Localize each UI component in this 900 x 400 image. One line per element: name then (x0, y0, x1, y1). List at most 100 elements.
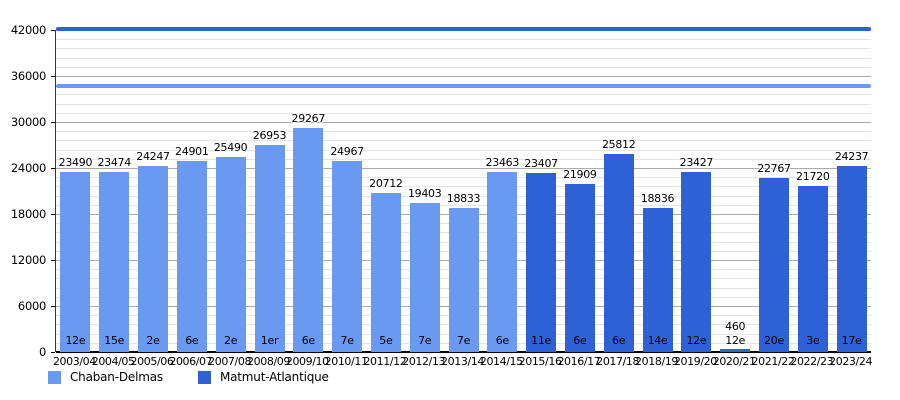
bar-rank-label: 12e (686, 334, 707, 347)
minor-gridline (56, 112, 871, 114)
y-axis-label: 12000 (10, 252, 46, 267)
x-axis-label: 2009/10 (285, 355, 329, 368)
x-axis-label: 2022/23 (790, 355, 834, 368)
legend: Chaban-Delmas Matmut-Atlantique (0, 370, 900, 386)
bar-value-label: 26953 (252, 129, 287, 143)
minor-gridline (56, 48, 871, 50)
bar-rank-label: 14e (647, 334, 668, 347)
bar-2011-12 (370, 193, 401, 352)
bar-value-label: 23490 (58, 155, 93, 169)
y-axis-label: 18000 (10, 206, 46, 221)
minor-gridline (56, 66, 871, 68)
minor-gridline (56, 57, 871, 59)
plot-area: 23490 12e 23474 15e 24247 2e 24901 6e 25490 2e 269… (55, 27, 871, 353)
major-gridline (56, 168, 871, 169)
bar-value-label: 24901 (175, 145, 209, 159)
bar-value-label: 21909 (563, 168, 597, 181)
y-axis-tick (51, 260, 55, 261)
x-axis-label: 2013/14 (441, 355, 484, 368)
bar-rank-label: 6e (495, 334, 509, 347)
y-axis-tick (51, 214, 55, 215)
y-axis-label: 36000 (10, 68, 46, 83)
bar-rank-label: 5e (379, 334, 393, 347)
bar-2016-17 (564, 184, 595, 352)
x-axis-label: 2005/06 (130, 355, 174, 368)
bar-rank-label: 1er (260, 334, 279, 347)
y-axis-tick (51, 168, 55, 169)
bar-2014-15 (487, 172, 518, 352)
legend-swatch (48, 370, 61, 384)
bar-rank-label: 6e (612, 334, 626, 347)
bar-2015-16 (526, 172, 557, 352)
matmut-atlantique-capacity-line (56, 27, 871, 32)
bar-rank-label: 7e (418, 334, 432, 347)
bar-value-label: 29267 (291, 111, 326, 125)
bar-2018-19 (642, 207, 673, 352)
legend-item-chaban-delmas: Chaban-Delmas (48, 370, 163, 384)
bar-rank-label: 7e (456, 334, 471, 347)
bar-rank-label: 2e (224, 334, 238, 347)
minor-gridline (56, 39, 871, 41)
legend-swatch (198, 370, 211, 384)
bar-2008-09 (254, 145, 285, 352)
x-axis-label: 2016/17 (557, 355, 601, 368)
x-axis-label: 2023/24 (829, 355, 873, 368)
bar-value-label: 19403 (407, 187, 442, 201)
y-axis-label: 30000 (10, 114, 46, 129)
bar-2023-24 (836, 166, 867, 352)
minor-gridline (56, 131, 871, 133)
bar-rank-label: 3e (806, 334, 820, 347)
y-axis-label: 42000 (10, 22, 46, 37)
x-axis-label: 2011/12 (363, 355, 407, 368)
x-axis-label: 2014/15 (479, 355, 523, 368)
x-axis-label: 2019/20 (673, 355, 717, 368)
bar-2013-14 (448, 207, 479, 352)
major-gridline (56, 76, 871, 77)
bar-2017-18 (603, 154, 634, 352)
minor-gridline (56, 186, 871, 188)
bar-2003-04 (60, 171, 91, 352)
y-axis-tick (51, 76, 55, 77)
y-axis-tick (51, 352, 55, 353)
bar-value-label: 18833 (446, 191, 481, 205)
bar-value-label: 24247 (136, 150, 170, 164)
bar-rank-label: 11e (531, 334, 552, 347)
bar-2021-22 (759, 177, 789, 352)
bar-rank-label: 15e (104, 334, 125, 347)
x-axis-label: 2004/05 (91, 355, 135, 368)
y-axis-label: 0 (38, 344, 46, 359)
bar-rank-label: 20e (764, 334, 784, 347)
minor-gridline (56, 103, 871, 105)
major-gridline (56, 122, 871, 123)
bar-rank-label: 6e (185, 334, 199, 347)
bar-value-label: 21720 (796, 169, 830, 183)
bar-2005-06 (138, 166, 168, 352)
minor-gridline (56, 158, 871, 160)
legend-label: Chaban-Delmas (70, 370, 163, 384)
bar-2009-10 (293, 127, 324, 352)
legend-item-matmut-atlantique: Matmut-Atlantique (198, 370, 329, 384)
minor-gridline (56, 94, 871, 96)
bar-2022-23 (797, 185, 828, 352)
bar-2019-20 (681, 172, 712, 352)
bar-2004-05 (99, 172, 130, 352)
minor-gridline (56, 149, 871, 151)
chaban-delmas-capacity-line (56, 84, 871, 88)
bar-rank-label: 6e (301, 334, 315, 347)
bar-value-label: 25812 (601, 138, 636, 152)
bar-rank-label: 2e (146, 334, 160, 347)
y-axis-tick (51, 122, 55, 123)
x-axis-label: 2007/08 (208, 355, 252, 368)
bar-value-label: 23474 (97, 156, 131, 169)
bar-2010-11 (332, 160, 363, 352)
bar-rank-label: 12e (65, 334, 86, 347)
x-axis-label: 2015/16 (518, 355, 562, 368)
bar-value-label: 20712 (369, 177, 403, 191)
bar-value-label: 460 (725, 320, 746, 333)
x-axis-label: 2006/07 (169, 355, 213, 368)
bar-value-label: 25490 (213, 140, 248, 154)
x-axis-label: 2008/09 (247, 355, 290, 368)
minor-gridline (56, 195, 871, 197)
y-axis-label: 6000 (17, 298, 46, 313)
